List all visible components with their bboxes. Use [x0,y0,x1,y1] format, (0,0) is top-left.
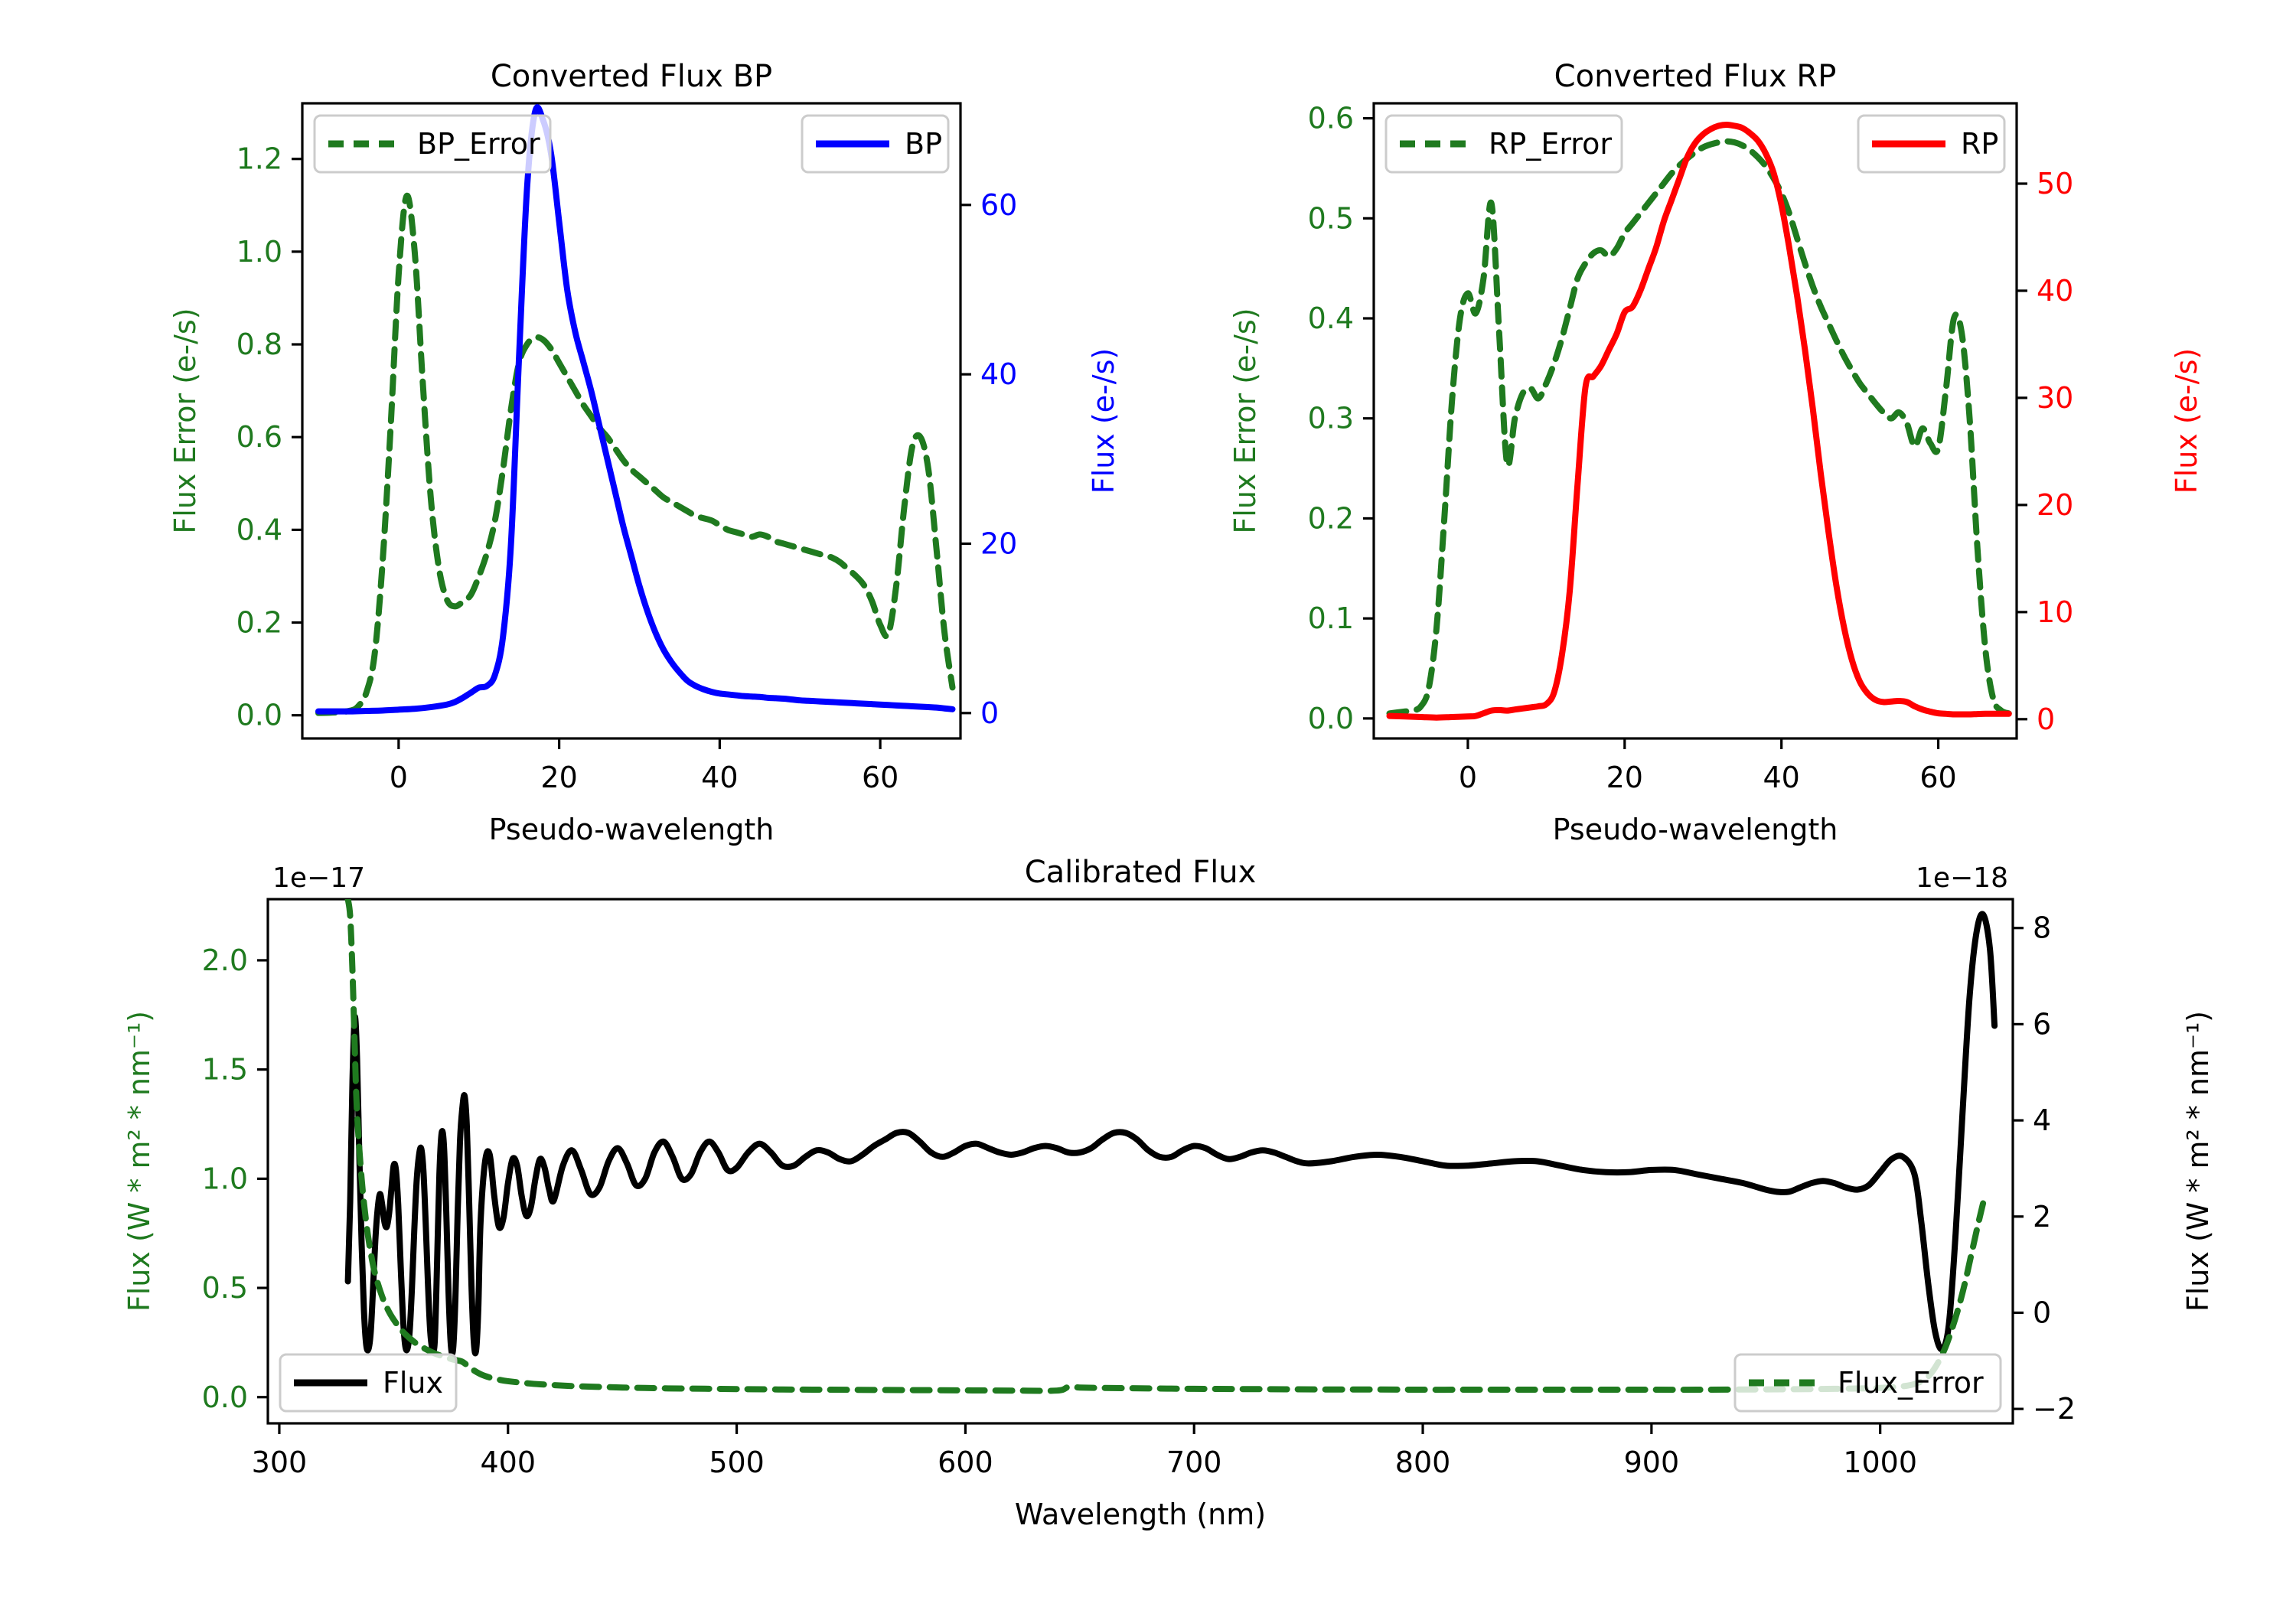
x-tick-label: 500 [709,1446,765,1479]
plot-frame [266,898,2014,1425]
y-axis-label-left: Flux Error (e-/s) [168,308,202,533]
legend-flux_error: Flux_Error [1733,1353,2002,1413]
chart-calibrated: Calibrated Flux 300 400 500 600 700 800 900 1000… [122,855,2215,1531]
y-tick-label-left: 0.0 [1308,702,1354,735]
y-axis-label-right: Flux (W * m² * nm⁻¹) [2181,1011,2215,1312]
y-tick-label-right: 30 [2037,381,2073,415]
chart-title: Converted Flux RP [1554,59,1837,94]
y-tick-label-right: 2 [2033,1200,2051,1234]
y-tick-label-left: 0.2 [236,606,282,640]
legend-box [313,114,552,174]
x-tick-label: 300 [252,1446,308,1479]
y-tick-label-left: 0.5 [1308,201,1354,235]
offset-text-right: 1e−18 [1916,862,2008,894]
y-tick-label-left: 0.6 [236,420,282,454]
y-tick-label-right: 40 [2037,274,2073,308]
x-tick-label: 900 [1624,1446,1680,1479]
y-tick-label-right: 20 [980,526,1017,560]
legend-label: Flux_Error [1838,1366,1984,1400]
x-tick-label: 800 [1395,1446,1451,1479]
panel-converted-flux-bp: Converted Flux BP 0 20 40 60 Pseudo-wavelengt… [0,46,1120,846]
x-tick-label: 20 [1606,761,1643,794]
y-tick-label-right: −2 [2033,1392,2076,1426]
legend-box [1384,114,1623,174]
y-tick-label-right: 10 [2037,595,2073,629]
legend-bp: BP [801,114,950,174]
plot-frame [1372,102,2018,740]
x-axis-label: Pseudo-wavelength [489,813,775,846]
y-tick-label-left: 0.8 [236,328,282,361]
chart-title: Converted Flux BP [491,59,772,94]
x-tick-label: 1000 [1843,1446,1917,1479]
legend-bp_error: BP_Error [313,114,552,174]
y-axis-label-left: Flux (W * m² * nm⁻¹) [122,1011,156,1312]
chart-title: Calibrated Flux [1025,855,1257,890]
y-tick-label-right: 0 [980,696,999,730]
series-line-rp [1386,121,2012,721]
x-tick-label: 40 [1763,761,1800,794]
x-tick-label: 600 [938,1446,993,1479]
plot-frame [301,102,962,740]
x-tick-label: 40 [701,761,738,794]
y-tick-label-left: 0.0 [202,1380,248,1414]
y-tick-label-left: 1.0 [202,1162,248,1195]
y-tick-label-right: 6 [2033,1007,2051,1041]
y-tick-label-left: 1.0 [236,235,282,269]
x-axis-label: Wavelength (nm) [1015,1498,1266,1531]
legend-box [1733,1353,2002,1413]
y-tick-label-left: 0.4 [236,513,282,546]
panel-calibrated-flux: Calibrated Flux 300 400 500 600 700 800 900 1000… [0,811,2296,1607]
y-tick-label-left: 0.3 [1308,402,1354,435]
legend-rp: RP [1857,114,2006,174]
y-tick-label-right: 8 [2033,911,2051,945]
y-axis-label-right: Flux (e-/s) [2170,348,2203,494]
legend-label: Flux [383,1366,443,1400]
x-tick-label: 20 [540,761,577,794]
legend-rp_error: RP_Error [1384,114,1623,174]
y-axis-label-right: Flux (e-/s) [1087,348,1120,494]
y-tick-label-right: 20 [2037,488,2073,522]
y-tick-label-right: 0 [2033,1296,2051,1329]
y-tick-label-left: 0.6 [1308,102,1354,135]
y-tick-label-right: 4 [2033,1103,2051,1137]
legend-label: BP [905,127,942,161]
x-tick-label: 60 [1919,761,1956,794]
series-line-bp_error [315,192,956,716]
x-tick-label: 0 [390,761,408,794]
y-tick-label-right: 0 [2037,702,2055,736]
y-tick-label-right: 60 [980,188,1017,222]
series-line-flux_error [344,899,1989,1394]
y-tick-label-left: 1.2 [236,142,282,176]
y-tick-label-left: 0.5 [202,1271,248,1305]
y-axis-label-left: Flux Error (e-/s) [1228,308,1262,533]
legend-label: RP_Error [1489,127,1612,161]
legend-box [279,1353,458,1413]
panel-converted-flux-rp: Converted Flux RP 0 20 40 60 Pseudo-wavelengt… [1110,46,2296,846]
series-line-bp [315,104,956,715]
y-tick-label-left: 2.0 [202,944,248,977]
x-tick-label: 700 [1166,1446,1222,1479]
series-line-flux [344,911,1998,1357]
y-tick-label-left: 0.2 [1308,501,1354,535]
chart-rp: Converted Flux RP 0 20 40 60 Pseudo-wavelengt… [1228,59,2203,846]
chart-bp: Converted Flux BP 0 20 40 60 Pseudo-wavelengt… [168,59,1120,846]
offset-text-left: 1e−17 [272,862,365,894]
legend-label: RP [1961,127,1998,161]
y-tick-label-left: 1.5 [202,1053,248,1087]
y-tick-label-right: 40 [980,357,1017,391]
y-tick-label-left: 0.0 [236,699,282,732]
legend-flux: Flux [279,1353,458,1413]
y-tick-label-right: 50 [2037,167,2073,200]
x-tick-label: 60 [862,761,899,794]
y-tick-label-left: 0.4 [1308,302,1354,335]
x-tick-label: 0 [1459,761,1477,794]
y-tick-label-left: 0.1 [1308,601,1354,635]
x-axis-label: Pseudo-wavelength [1553,813,1838,846]
x-tick-label: 400 [480,1446,536,1479]
legend-label: BP_Error [417,127,540,161]
series-line-rp_error [1386,138,2012,717]
